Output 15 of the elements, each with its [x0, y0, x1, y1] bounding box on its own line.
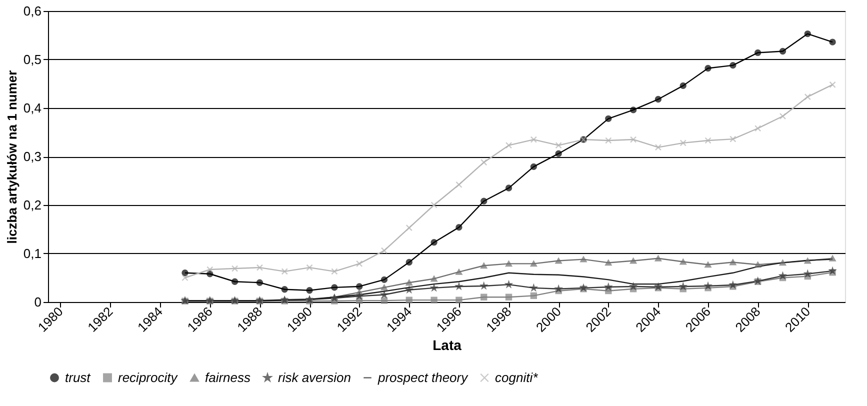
- y-tick-label: 0,1: [23, 246, 42, 261]
- legend-label: trust: [65, 370, 92, 385]
- y-axis-title: liczba artykułów na 1 numer: [4, 70, 20, 244]
- y-tick-label: 0,5: [23, 52, 42, 67]
- y-tick-label: 0,6: [23, 4, 42, 18]
- legend-label: risk aversion: [278, 370, 351, 385]
- x-axis-title: Lata: [432, 336, 462, 353]
- y-tick-label: 0: [34, 294, 42, 310]
- legend-label: prospect theory: [377, 370, 470, 385]
- legend-label: reciprocity: [118, 370, 179, 385]
- y-tick-label: 0,2: [23, 198, 42, 212]
- y-tick-label: 0,3: [23, 149, 42, 164]
- legend-label: cogniti*: [495, 370, 539, 385]
- y-tick-label: 0,4: [23, 100, 42, 116]
- legend-label: fairness: [205, 370, 252, 385]
